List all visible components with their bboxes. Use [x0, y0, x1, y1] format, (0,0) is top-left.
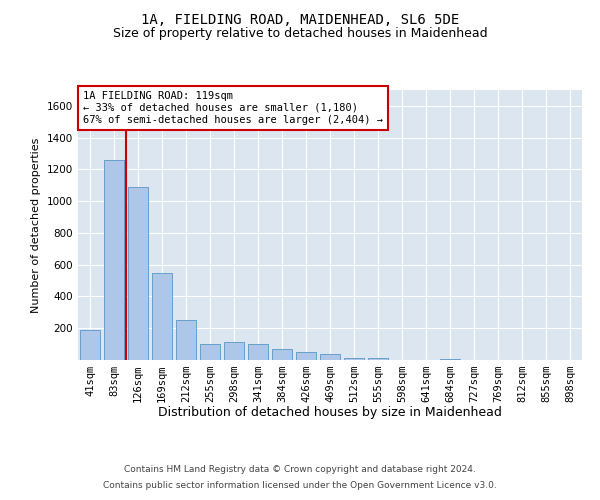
Text: Contains HM Land Registry data © Crown copyright and database right 2024.: Contains HM Land Registry data © Crown c…: [124, 466, 476, 474]
Bar: [248, 344, 268, 360]
Text: 1A FIELDING ROAD: 119sqm
← 33% of detached houses are smaller (1,180)
67% of sem: 1A FIELDING ROAD: 119sqm ← 33% of detach…: [83, 92, 383, 124]
Text: Size of property relative to detached houses in Maidenhead: Size of property relative to detached ho…: [113, 28, 487, 40]
Bar: [320, 354, 340, 360]
Bar: [344, 358, 364, 360]
Bar: [128, 187, 148, 360]
Text: 1A, FIELDING ROAD, MAIDENHEAD, SL6 5DE: 1A, FIELDING ROAD, MAIDENHEAD, SL6 5DE: [141, 12, 459, 26]
Bar: [200, 344, 220, 360]
Y-axis label: Number of detached properties: Number of detached properties: [31, 138, 41, 312]
Bar: [224, 342, 244, 360]
Bar: [80, 330, 100, 360]
Bar: [272, 349, 292, 360]
Text: Contains public sector information licensed under the Open Government Licence v3: Contains public sector information licen…: [103, 480, 497, 490]
Bar: [152, 272, 172, 360]
Text: Distribution of detached houses by size in Maidenhead: Distribution of detached houses by size …: [158, 406, 502, 419]
Bar: [440, 359, 460, 360]
Bar: [176, 320, 196, 360]
Bar: [296, 352, 316, 360]
Bar: [368, 358, 388, 360]
Bar: [104, 160, 124, 360]
